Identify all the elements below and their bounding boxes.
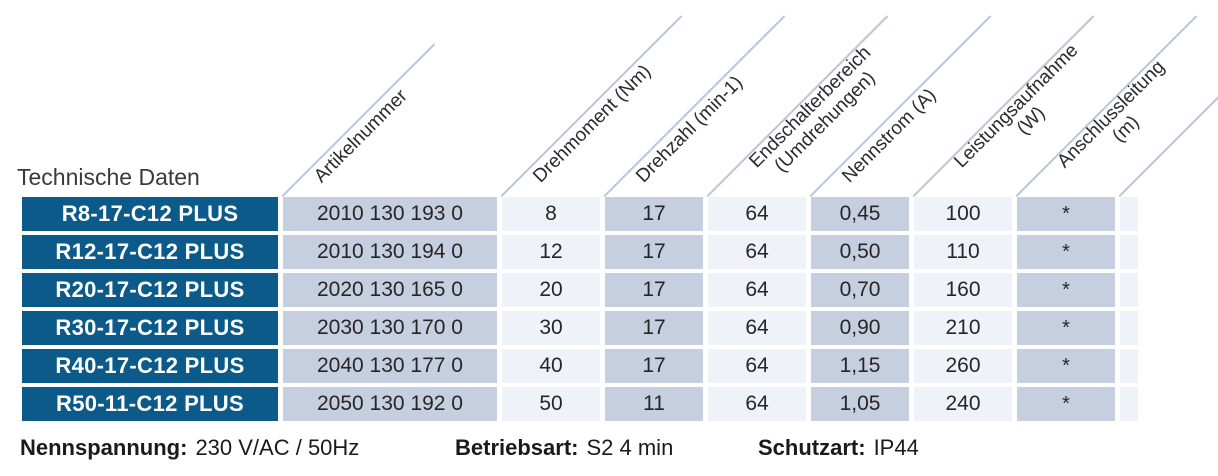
cell-nennstrom: 0,70 <box>811 273 909 307</box>
cell-artikelnummer: 2040 130 177 0 <box>283 349 497 383</box>
cell-drehmoment: 20 <box>502 273 600 307</box>
cell-artikelnummer: 2020 130 165 0 <box>283 273 497 307</box>
cell-nennstrom: 0,50 <box>811 235 909 269</box>
cell-endschalterbereich: 64 <box>708 235 806 269</box>
cell-drehmoment: 12 <box>502 235 600 269</box>
cell-artikelnummer: 2010 130 194 0 <box>283 235 497 269</box>
row-label-model: R40-17-C12 PLUS <box>22 349 278 383</box>
page-title: Technische Daten <box>17 164 200 190</box>
cell-drehmoment: 50 <box>502 387 600 421</box>
spacer-cell <box>1120 311 1138 345</box>
cell-drehzahl: 17 <box>605 197 703 231</box>
cell-drehmoment: 40 <box>502 349 600 383</box>
cell-artikelnummer: 2010 130 193 0 <box>283 197 497 231</box>
cell-anschlussleitung: * <box>1017 387 1115 421</box>
cell-endschalterbereich: 64 <box>708 197 806 231</box>
spacer-cell <box>1120 349 1138 383</box>
cell-drehzahl: 17 <box>605 235 703 269</box>
cell-endschalterbereich: 64 <box>708 349 806 383</box>
cell-artikelnummer: 2050 130 192 0 <box>283 387 497 421</box>
row-label-model: R12-17-C12 PLUS <box>22 235 278 269</box>
column-header-artikelnummer: Artikelnummer <box>310 85 412 187</box>
cell-nennstrom: 0,90 <box>811 311 909 345</box>
row-label-model: R50-11-C12 PLUS <box>22 387 278 421</box>
cell-leistungsaufnahme: 110 <box>914 235 1012 269</box>
spec-nennspannung: Nennspannung: 230 V/AC / 50Hz <box>20 435 360 460</box>
row-label-model: R30-17-C12 PLUS <box>22 311 278 345</box>
cell-anschlussleitung: * <box>1017 197 1115 231</box>
cell-anschlussleitung: * <box>1017 349 1115 383</box>
cell-anschlussleitung: * <box>1017 273 1115 307</box>
row-label-model: R8-17-C12 PLUS <box>22 197 278 231</box>
cell-leistungsaufnahme: 100 <box>914 197 1012 231</box>
cell-drehmoment: 8 <box>502 197 600 231</box>
header-divider-line <box>281 43 436 197</box>
cell-anschlussleitung: * <box>1017 235 1115 269</box>
spacer-cell <box>1120 273 1138 307</box>
cell-anschlussleitung: * <box>1017 311 1115 345</box>
cell-leistungsaufnahme: 160 <box>914 273 1012 307</box>
cell-drehmoment: 30 <box>502 311 600 345</box>
spacer-cell <box>1120 235 1138 269</box>
cell-endschalterbereich: 64 <box>708 387 806 421</box>
cell-drehzahl: 11 <box>605 387 703 421</box>
cell-nennstrom: 1,15 <box>811 349 909 383</box>
cell-leistungsaufnahme: 210 <box>914 311 1012 345</box>
column-header-drehzahl: Drehzahl (min-1) <box>632 72 748 187</box>
cell-endschalterbereich: 64 <box>708 311 806 345</box>
spacer-cell <box>1120 387 1138 421</box>
footer-specs: Nennspannung: 230 V/AC / 50Hz Betriebsart… <box>0 435 1218 467</box>
cell-endschalterbereich: 64 <box>708 273 806 307</box>
cell-drehzahl: 17 <box>605 273 703 307</box>
cell-leistungsaufnahme: 240 <box>914 387 1012 421</box>
spec-schutzart: Schutzart: IP44 <box>758 435 919 460</box>
cell-nennstrom: 1,05 <box>811 387 909 421</box>
cell-leistungsaufnahme: 260 <box>914 349 1012 383</box>
table-header: Technische Daten Artikelnummer Drehmomen… <box>0 0 1218 197</box>
spacer-cell <box>1120 197 1138 231</box>
cell-drehzahl: 17 <box>605 349 703 383</box>
cell-drehzahl: 17 <box>605 311 703 345</box>
spec-betriebsart: Betriebsart: S2 4 min <box>455 435 674 460</box>
cell-nennstrom: 0,45 <box>811 197 909 231</box>
cell-artikelnummer: 2030 130 170 0 <box>283 311 497 345</box>
row-label-model: R20-17-C12 PLUS <box>22 273 278 307</box>
technical-data-table: R8-17-C12 PLUS 2010 130 193 0 8 17 64 0,… <box>22 197 1138 421</box>
